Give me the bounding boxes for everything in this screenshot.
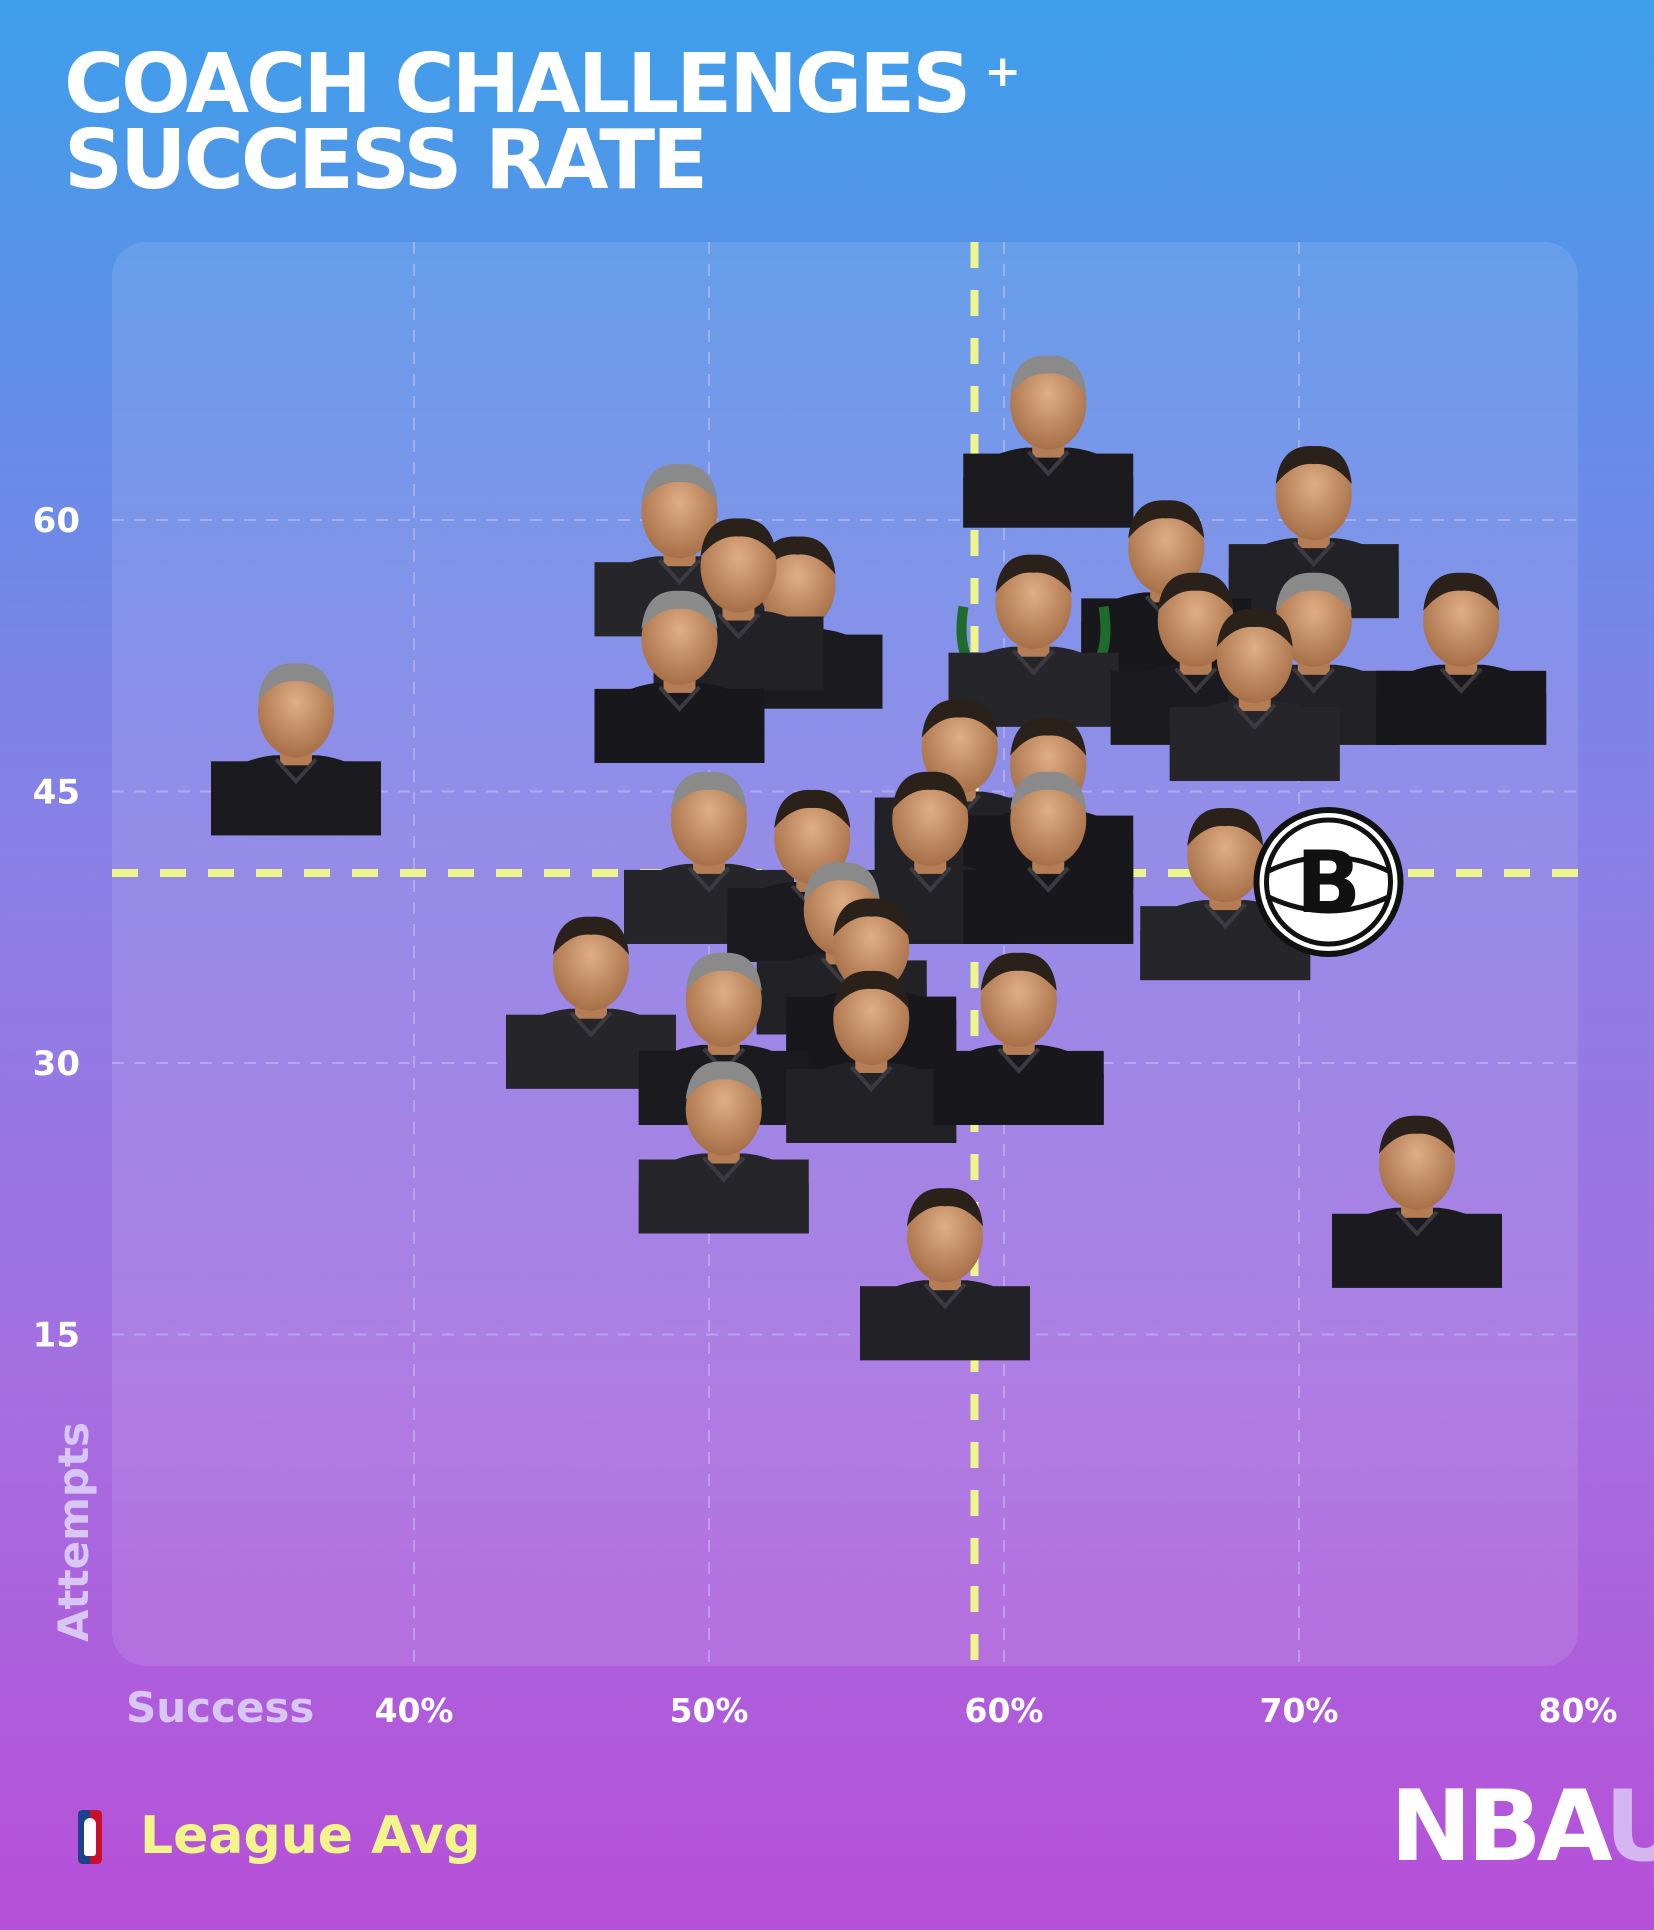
y-axis-label: Attempts xyxy=(49,1422,98,1642)
x-tick-label: 60% xyxy=(965,1691,1044,1730)
coach-headshot-marker xyxy=(1376,572,1547,745)
coach-headshot-marker xyxy=(1332,1115,1502,1288)
wizards-coach-headshot-marker xyxy=(786,970,957,1143)
y-axis-ticks: 60 45 30 15 xyxy=(33,501,80,1356)
x-tick-label: 70% xyxy=(1260,1691,1339,1730)
coach-headshot-marker xyxy=(1169,608,1340,781)
hornets-coach-headshot-marker xyxy=(963,771,1134,944)
y-tick-label: 30 xyxy=(33,1044,80,1084)
coach-headshot-marker xyxy=(860,1188,1030,1361)
x-axis-ticks: 40% 50% 60% 70% 80% xyxy=(375,1691,1618,1730)
y-tick-label: 60 xyxy=(33,501,80,541)
x-tick-label: 40% xyxy=(375,1691,454,1730)
nbau-brand-logo: NBAU xyxy=(1390,1770,1654,1884)
nba-logo-icon xyxy=(78,1810,102,1864)
pacers-coach-headshot-marker xyxy=(933,952,1104,1125)
chart-title: COACH CHALLENGES + SUCCESS RATE xyxy=(64,34,1022,202)
title-plus: + xyxy=(984,46,1022,97)
coach-headshot-marker xyxy=(1228,446,1399,619)
y-tick-label: 15 xyxy=(33,1316,80,1356)
svg-text:B: B xyxy=(1296,833,1362,933)
coach-headshot-marker xyxy=(638,1061,809,1234)
nets-logo-marker: B xyxy=(1253,807,1404,957)
x-tick-label: 80% xyxy=(1539,1691,1618,1730)
coach-headshot-marker xyxy=(211,663,381,836)
coach-headshot-marker xyxy=(963,355,1134,528)
coach-headshot-marker xyxy=(506,916,676,1089)
title-line-1: COACH CHALLENGES xyxy=(64,37,971,132)
x-axis-label: Success xyxy=(126,1683,314,1732)
x-tick-label: 50% xyxy=(670,1691,749,1730)
league-avg-legend: League Avg xyxy=(140,1806,481,1866)
coach-markers: B xyxy=(211,355,1547,1361)
title-line-2: SUCCESS RATE xyxy=(64,113,708,208)
y-tick-label: 45 xyxy=(33,773,80,813)
coach-headshot-marker xyxy=(594,590,765,763)
